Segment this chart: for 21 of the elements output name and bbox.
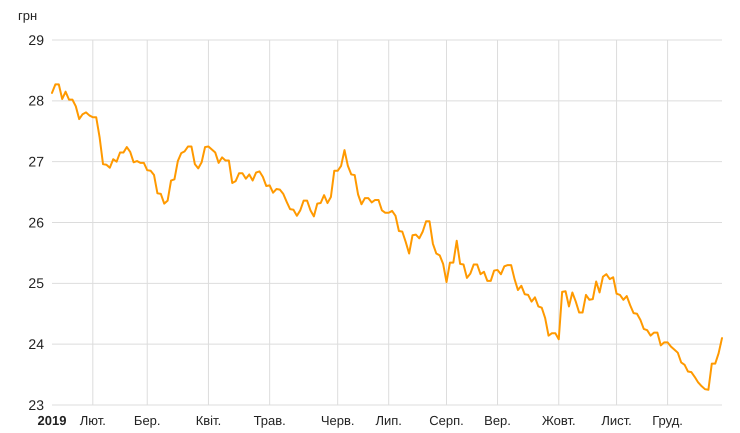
x-tick-label: Трав. [254, 413, 286, 428]
y-tick-label: 26 [28, 214, 44, 230]
x-tick-label: 2019 [38, 413, 66, 428]
x-tick-label: Квіт. [196, 413, 222, 428]
x-tick-label: Вер. [484, 413, 511, 428]
x-tick-label: Груд. [652, 413, 683, 428]
y-tick-label: 23 [28, 396, 44, 413]
y-tick-label: 24 [28, 336, 44, 352]
x-tick-label: Жовт. [542, 413, 576, 428]
y-axis-title: грн [18, 8, 38, 23]
x-tick-label: Черв. [320, 413, 355, 428]
x-tick-label: Серп. [429, 413, 464, 428]
x-tick-label: Бер. [134, 413, 161, 428]
y-tick-label: 28 [28, 92, 44, 109]
line-series [51, 83, 723, 391]
y-tick-label: 25 [28, 275, 44, 292]
y-tick-label: 29 [28, 32, 44, 48]
x-tick-label: Лют. [80, 413, 106, 428]
x-tick-label: Лист. [601, 413, 632, 428]
x-tick-label: Лип. [375, 413, 402, 428]
y-tick-label: 27 [28, 154, 44, 170]
